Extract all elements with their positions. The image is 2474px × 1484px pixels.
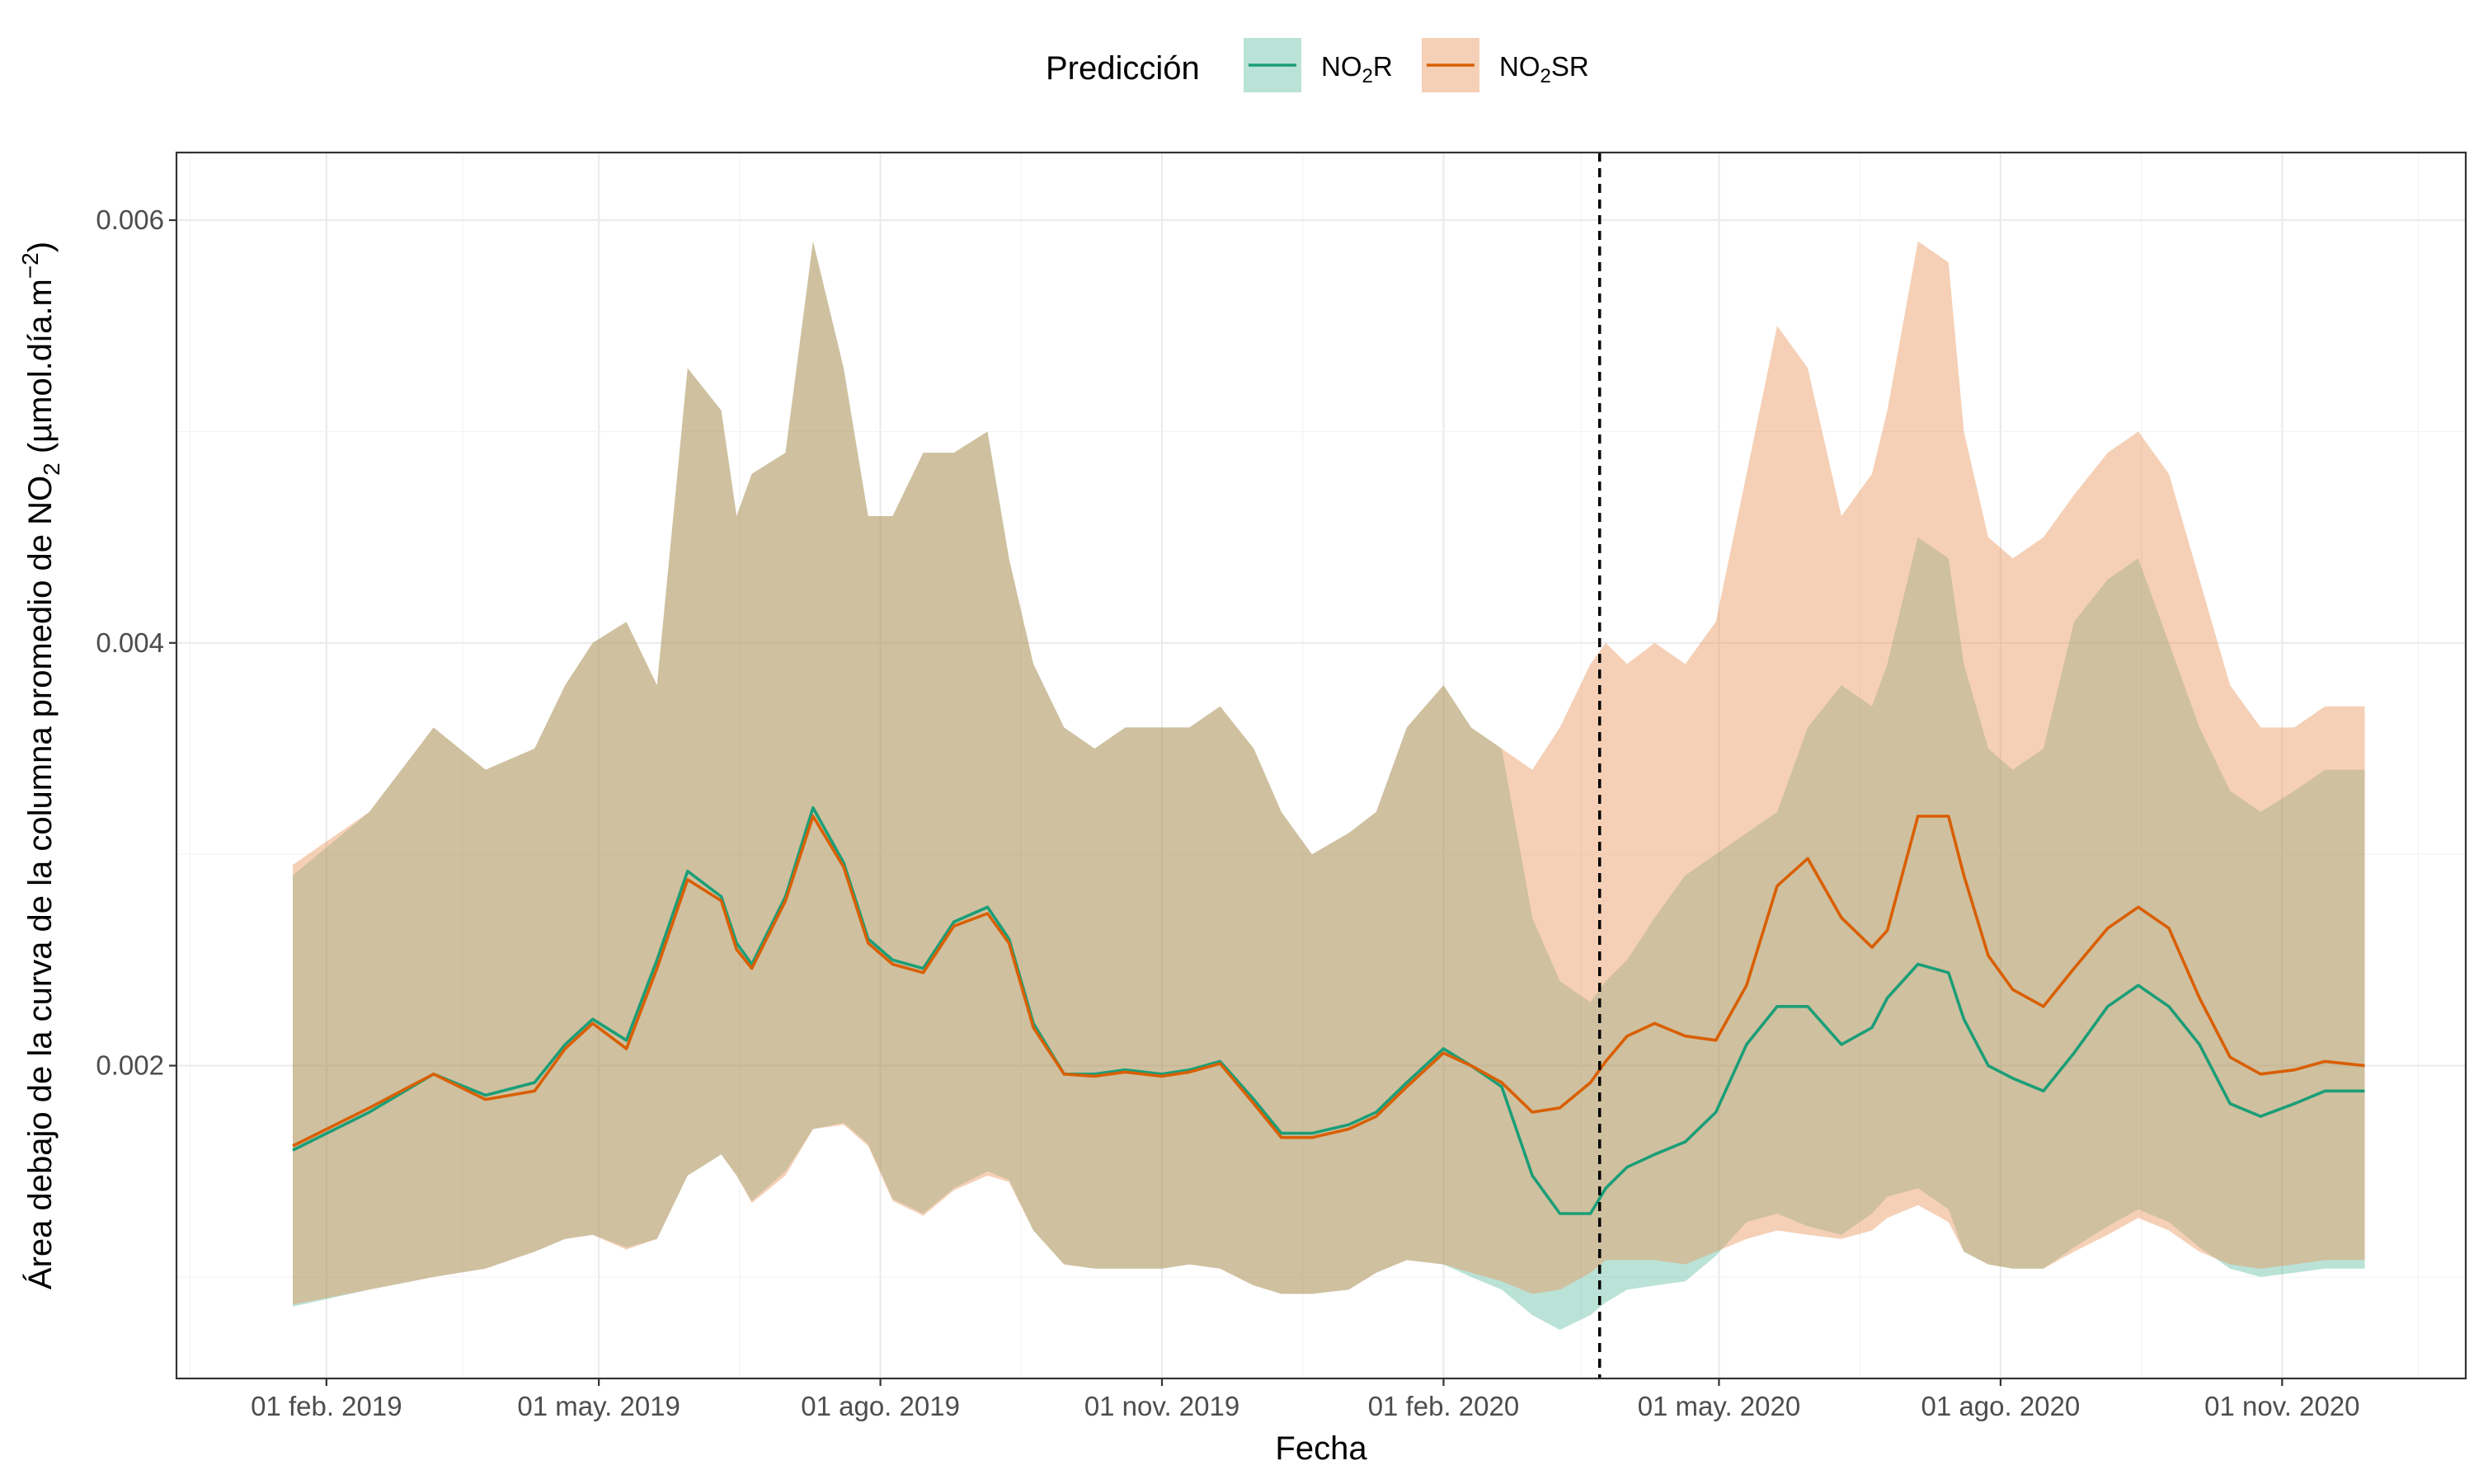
x-axis-title: Fecha (1275, 1430, 1367, 1467)
legend-title: Predicción (1046, 50, 1200, 87)
y-tick-label: 0.002 (96, 1050, 164, 1081)
x-tick-label: 01 feb. 2019 (251, 1391, 402, 1421)
y-title-text: (µmol.día.m (22, 279, 59, 463)
grid (176, 153, 2466, 1378)
axes: 01 feb. 2019 01 may. 2019 01 ago. 2019 01 n… (96, 204, 2359, 1421)
y-title-superscript: −2 (17, 252, 43, 279)
legend-label-text: SR (1551, 51, 1589, 82)
legend-label-subscript: 2 (1540, 65, 1551, 87)
x-tick-label: 01 ago. 2019 (801, 1391, 960, 1421)
y-axis-title: Área debajo de la curva de la columna pr… (17, 242, 64, 1289)
y-title-text: Área debajo de la curva de la columna pr… (21, 476, 59, 1289)
x-tick-label: 01 may. 2019 (517, 1391, 680, 1421)
x-tick-label: 01 nov. 2019 (1084, 1391, 1239, 1421)
x-tick-label: 01 nov. 2020 (2204, 1391, 2359, 1421)
legend-label-text: NO (1321, 51, 1362, 82)
y-title-text: ) (22, 242, 59, 252)
legend-label-subscript: 2 (1362, 65, 1373, 87)
x-tick-label: 01 may. 2020 (1638, 1391, 1801, 1421)
y-title-subscript: 2 (39, 463, 64, 476)
series-lines (292, 805, 2365, 1215)
legend: Predicción NO2R NO2SR (1046, 38, 1589, 92)
legend-label-text: R (1373, 51, 1393, 82)
line-no2r (292, 805, 2365, 1215)
legend-label-no2sr: NO2SR (1499, 51, 1589, 87)
y-tick-label: 0.004 (96, 627, 164, 658)
band-no2sr (293, 241, 2365, 1305)
legend-label-no2r: NO2R (1321, 51, 1393, 87)
band-no2r (293, 241, 2365, 1331)
legend-label-text: NO (1499, 51, 1540, 82)
plot-border (175, 151, 2467, 1380)
plot-panel (176, 153, 2466, 1378)
y-tick-label: 0.006 (96, 204, 164, 235)
x-tick-label: 01 feb. 2020 (1368, 1391, 1520, 1421)
x-tick-label: 01 ago. 2020 (1921, 1391, 2081, 1421)
line-no2sr (292, 815, 2365, 1148)
confidence-bands (293, 241, 2365, 1331)
